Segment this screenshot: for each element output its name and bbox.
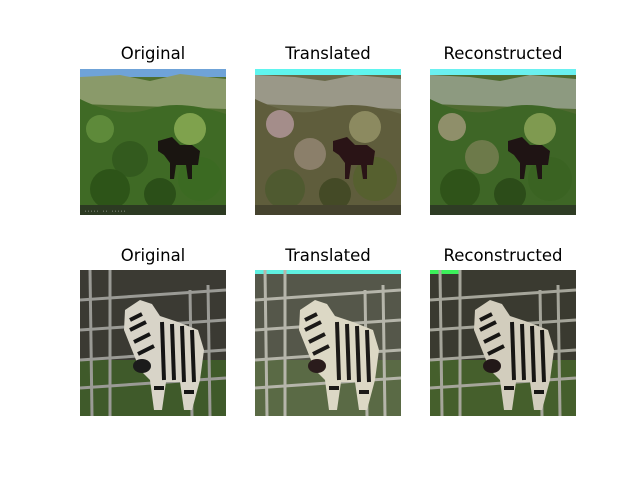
row1-translated-image — [255, 69, 401, 215]
row1-original-title: Original — [120, 44, 186, 63]
row1-original-image: ····· ·· ····· — [80, 69, 226, 215]
row2-translated-image — [255, 270, 401, 416]
row2-original-title: Original — [120, 246, 186, 265]
svg-text:····· ·· ·····: ····· ·· ····· — [84, 209, 126, 215]
row2-reconstructed-image — [430, 270, 576, 416]
row2-translated-title: Translated — [285, 246, 371, 265]
row2-original-image — [80, 270, 226, 416]
row1-reconstructed-title: Reconstructed — [443, 44, 563, 63]
row2-reconstructed-title: Reconstructed — [443, 246, 563, 265]
row1-translated-title: Translated — [285, 44, 371, 63]
row1-reconstructed-image — [430, 69, 576, 215]
